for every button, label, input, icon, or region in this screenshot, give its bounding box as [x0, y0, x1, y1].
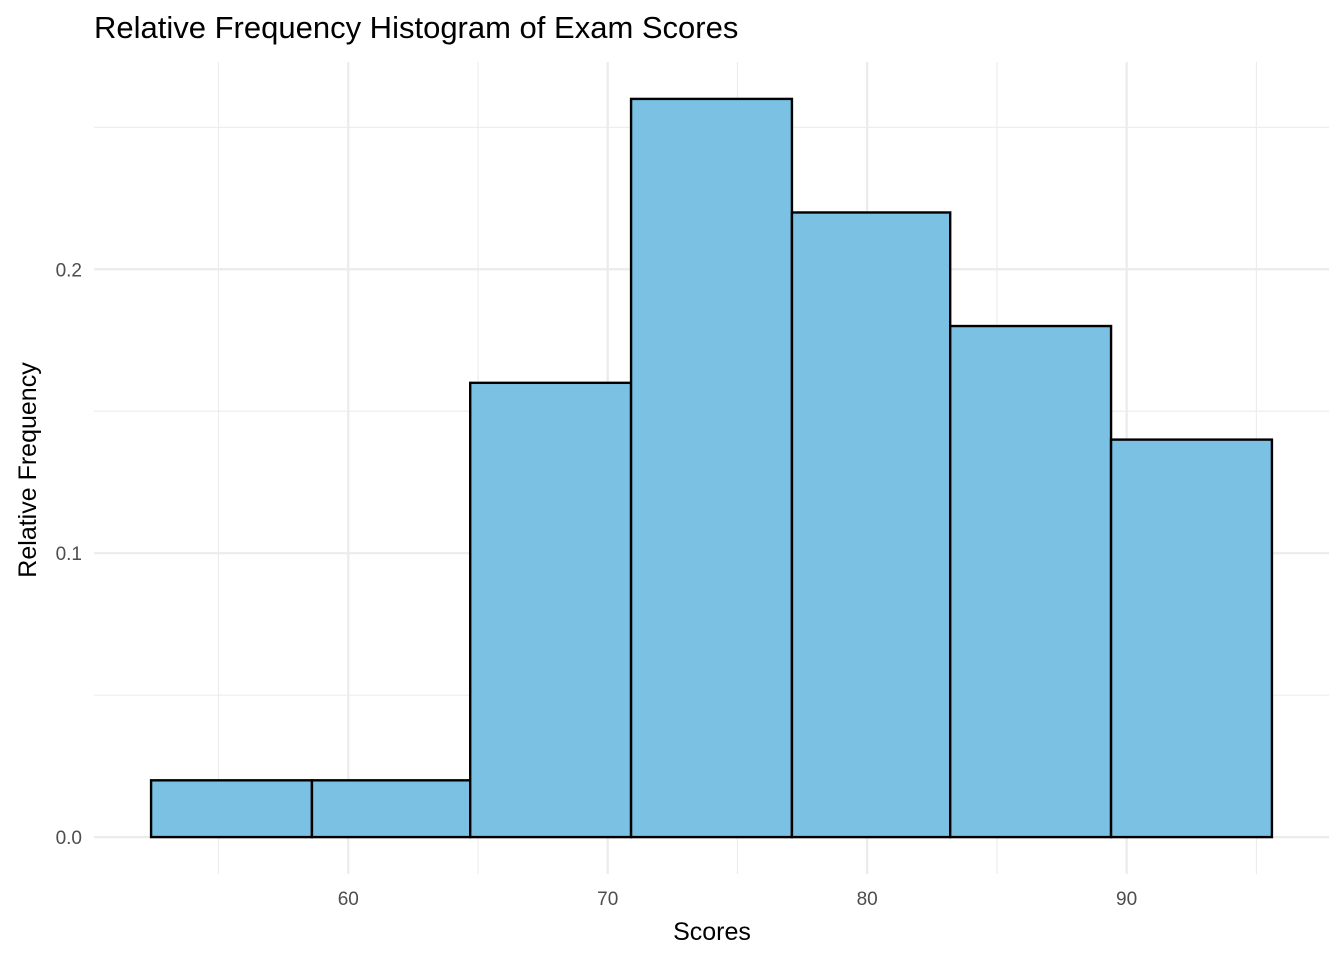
y-tick-label: 0.1	[56, 544, 82, 565]
x-axis-ticks: 60 70 80 90	[338, 889, 1138, 910]
x-tick-label: 80	[857, 889, 878, 910]
x-tick-label: 90	[1116, 889, 1137, 910]
histogram-bar	[629, 97, 794, 839]
histogram-bar	[469, 381, 633, 839]
y-tick-label: 0.2	[56, 260, 82, 281]
histogram-bar	[149, 779, 314, 839]
x-tick-label: 70	[597, 889, 618, 910]
y-axis-ticks: 0.0 0.1 0.2	[56, 260, 82, 849]
histogram-bar	[790, 211, 952, 839]
histogram-bar	[1109, 438, 1274, 839]
histogram-bar	[948, 324, 1113, 839]
histogram-bars	[149, 97, 1274, 839]
x-axis-title: Scores	[673, 918, 751, 946]
y-axis-title: Relative Frequency	[14, 362, 42, 578]
x-tick-label: 60	[338, 889, 359, 910]
histogram-bar	[310, 779, 472, 839]
chart-title: Relative Frequency Histogram of Exam Sco…	[94, 10, 738, 45]
y-tick-label: 0.0	[56, 828, 82, 849]
